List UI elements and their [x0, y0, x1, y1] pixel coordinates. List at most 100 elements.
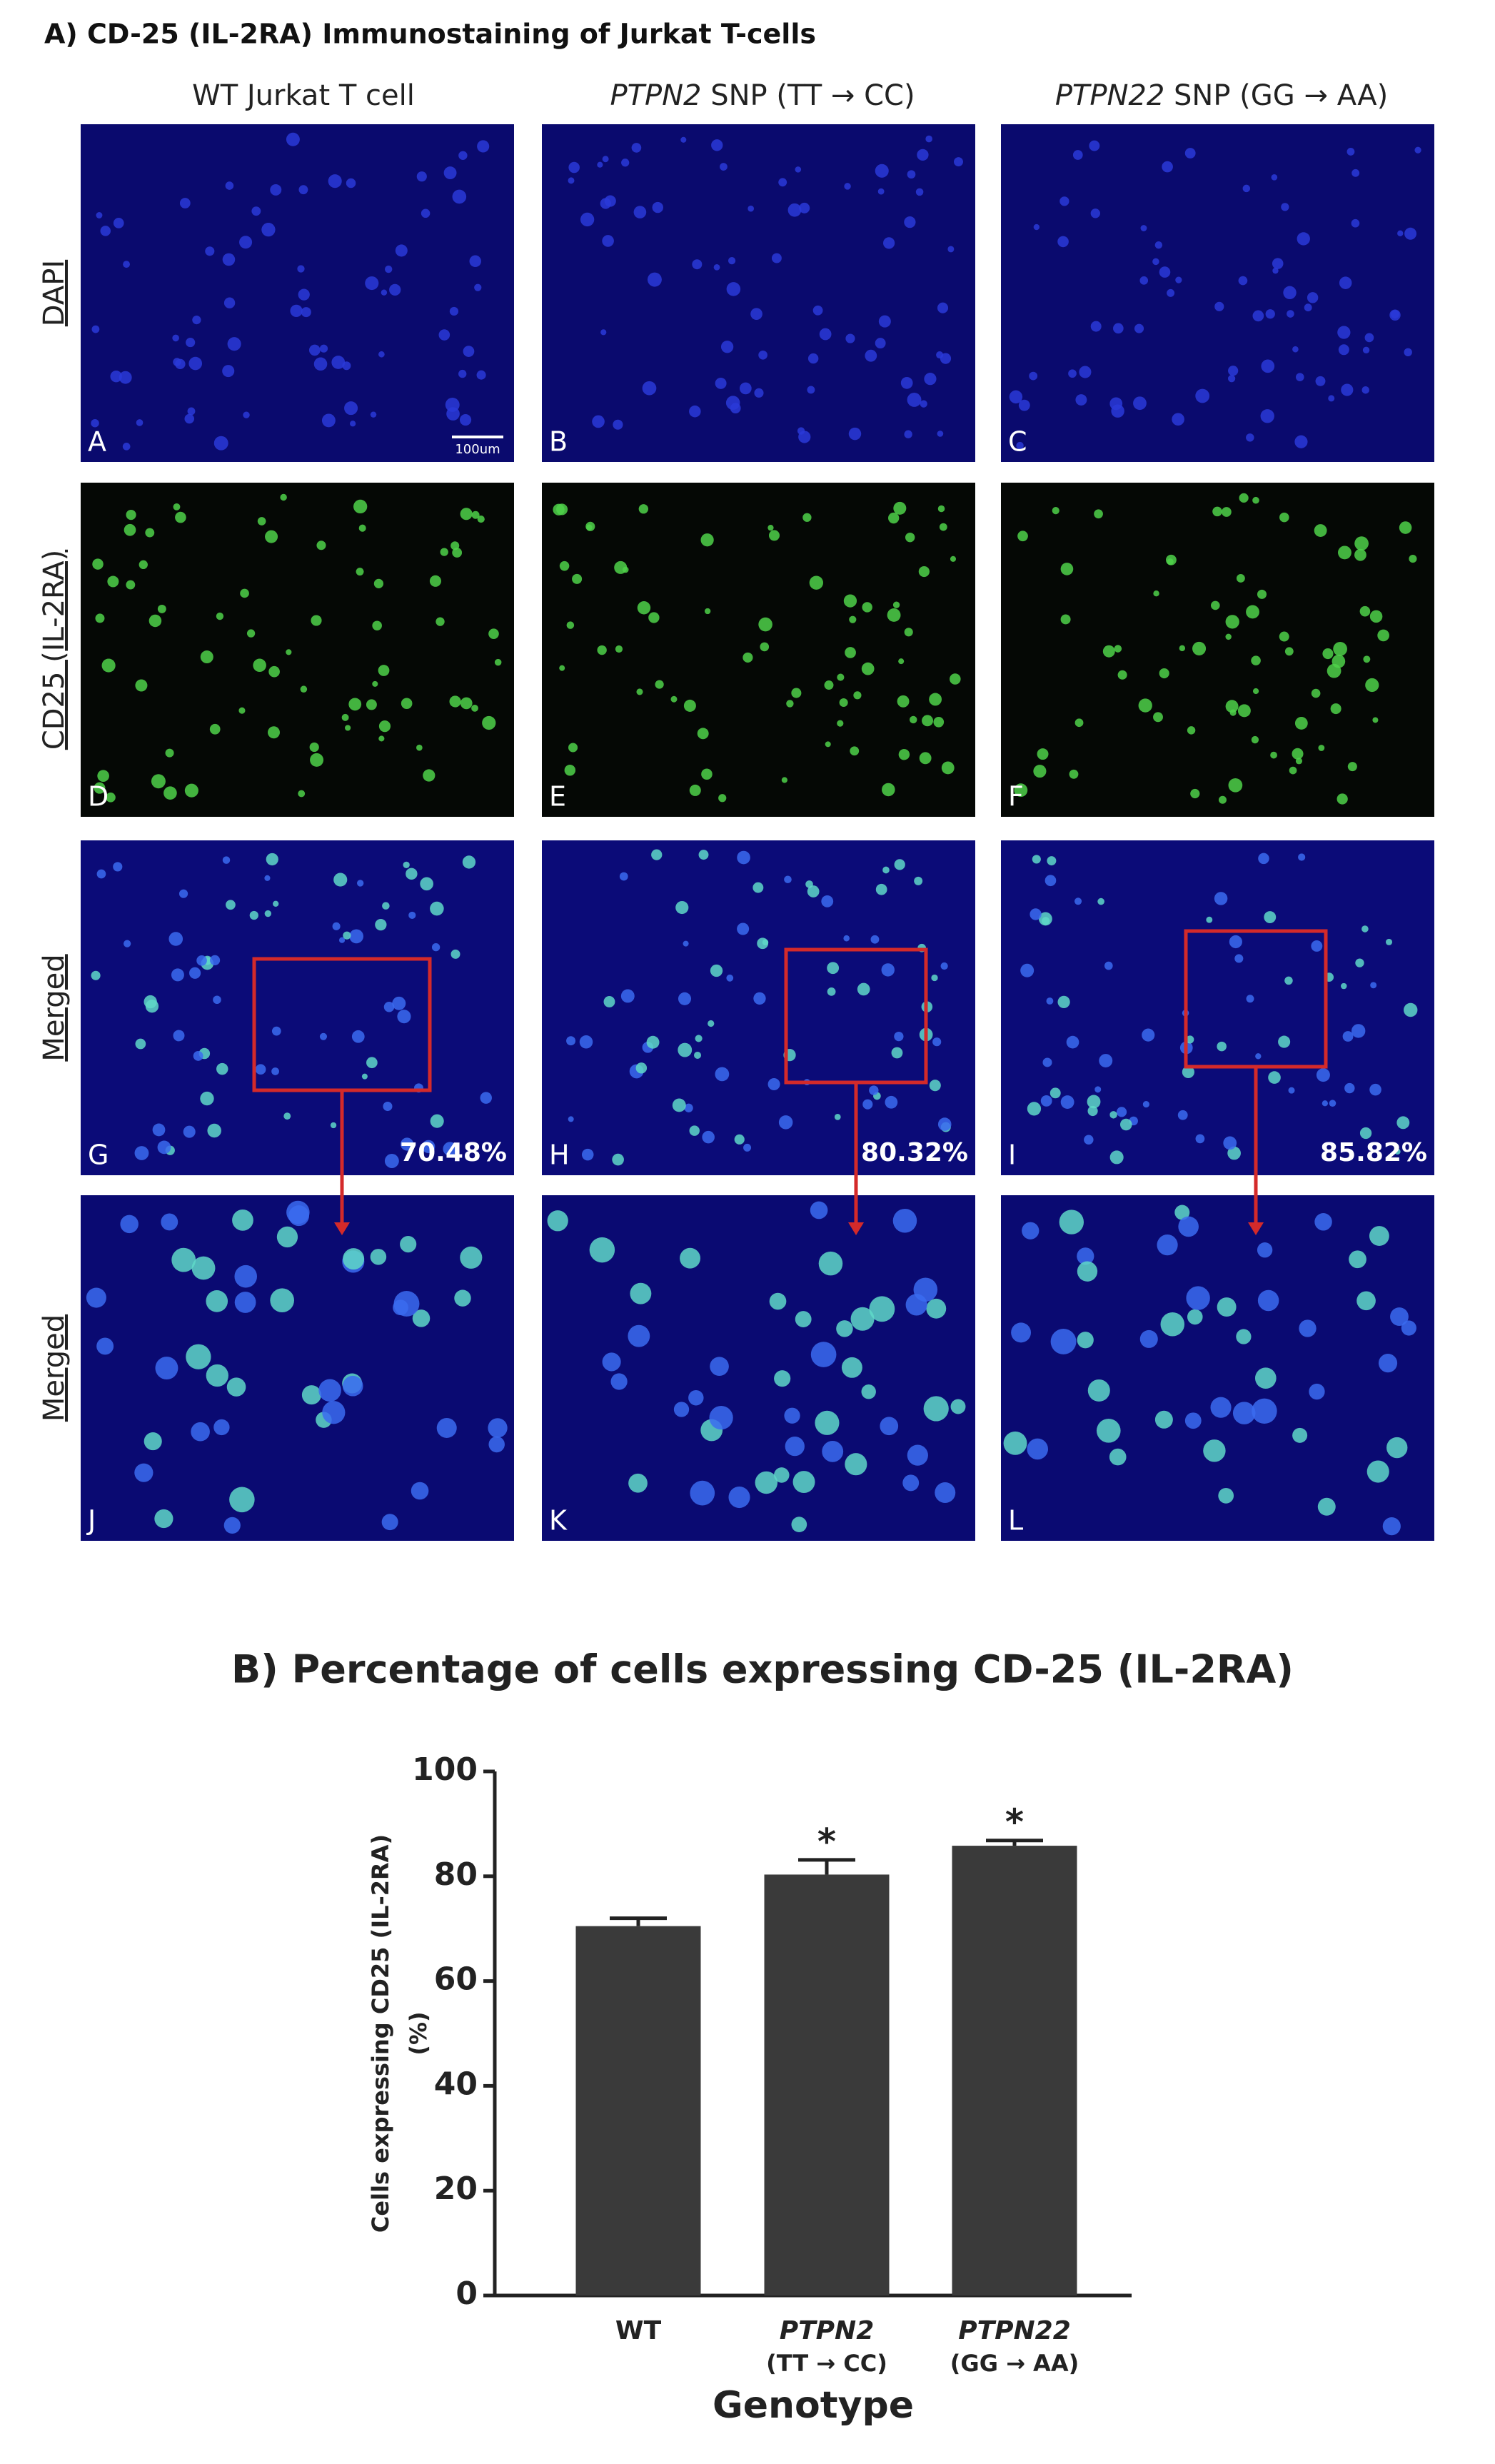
cell [1298, 853, 1306, 861]
cell [612, 1153, 624, 1166]
cell [809, 575, 824, 590]
column-header: PTPN2 SNP (TT → CC) [610, 79, 915, 112]
cell [462, 855, 476, 869]
cell [1366, 1460, 1389, 1483]
cell [189, 967, 201, 979]
cell [273, 900, 279, 907]
cell [310, 753, 324, 767]
cell [580, 212, 595, 227]
cell [755, 1471, 778, 1494]
cell [689, 405, 701, 418]
cell [1260, 409, 1274, 423]
cell [412, 1309, 431, 1327]
cell [378, 720, 391, 733]
cell [480, 1092, 492, 1104]
cell [477, 140, 490, 153]
cell [940, 353, 952, 364]
cell [810, 1201, 828, 1220]
cell [638, 504, 649, 514]
cell [869, 1296, 895, 1322]
micrograph [81, 483, 514, 817]
cell [893, 501, 907, 515]
cell [421, 208, 431, 218]
row-label: DAPI [38, 260, 71, 326]
cell [1251, 735, 1259, 744]
cell [469, 255, 481, 268]
cell [1102, 645, 1115, 658]
zoom-arrowhead [848, 1222, 864, 1235]
cell [784, 1407, 800, 1424]
cell [1178, 1216, 1199, 1237]
cell [471, 705, 478, 712]
cell [253, 658, 266, 673]
cell [301, 1385, 321, 1405]
cell [597, 161, 603, 168]
cell [845, 647, 856, 658]
cell [688, 1389, 704, 1406]
cell [1252, 1398, 1277, 1424]
cell [222, 365, 235, 378]
cell [774, 1370, 791, 1387]
bar [764, 1874, 890, 2295]
cell [206, 1290, 228, 1312]
cell [1111, 404, 1124, 418]
cell [184, 413, 194, 424]
cell [845, 1453, 867, 1476]
cell [436, 1417, 457, 1439]
cell [1294, 435, 1308, 448]
cell [950, 555, 957, 562]
cell [922, 715, 933, 727]
panel-letter: H [549, 1140, 570, 1171]
cell [1182, 1065, 1194, 1079]
cell [463, 346, 475, 357]
cell [1022, 1222, 1040, 1239]
cell [226, 900, 236, 910]
cell [1059, 196, 1069, 206]
cell [630, 1282, 652, 1304]
cell [1288, 1087, 1295, 1094]
cell [1157, 1234, 1178, 1256]
cell [488, 1436, 505, 1453]
panel-letter: J [86, 1505, 96, 1537]
cell [1361, 386, 1369, 394]
cell [690, 1480, 715, 1506]
cell [356, 568, 364, 576]
cell [603, 996, 615, 1007]
micrograph [81, 124, 514, 462]
micrograph [1001, 483, 1434, 817]
cell [321, 413, 336, 428]
cell [807, 386, 815, 394]
cell [171, 1247, 196, 1272]
cell [397, 1010, 411, 1024]
cell [753, 992, 766, 1005]
cell [372, 620, 382, 631]
cell [1317, 1497, 1336, 1516]
cell [450, 949, 460, 959]
cell [924, 373, 937, 386]
cell [1119, 1118, 1132, 1131]
cell [827, 962, 840, 975]
cell [862, 1099, 873, 1110]
cell [209, 955, 221, 965]
cell [778, 178, 787, 187]
cell [1340, 982, 1347, 990]
cell [1154, 241, 1163, 249]
cell [1330, 703, 1342, 715]
cell [1261, 359, 1275, 373]
cell [1162, 161, 1173, 173]
cell [559, 665, 565, 671]
cell [839, 698, 848, 708]
cell [86, 1287, 106, 1308]
cell [1264, 911, 1277, 923]
cell [270, 183, 282, 196]
cell [421, 1140, 436, 1154]
cell [1140, 225, 1147, 231]
y-axis-label: (%) [405, 2011, 432, 2055]
cell [1242, 184, 1251, 193]
cell [149, 614, 162, 628]
cell [423, 769, 436, 782]
cell [1084, 1135, 1094, 1145]
cell [1225, 633, 1232, 640]
cell [807, 885, 820, 897]
zoom-arrowhead [1248, 1222, 1264, 1235]
